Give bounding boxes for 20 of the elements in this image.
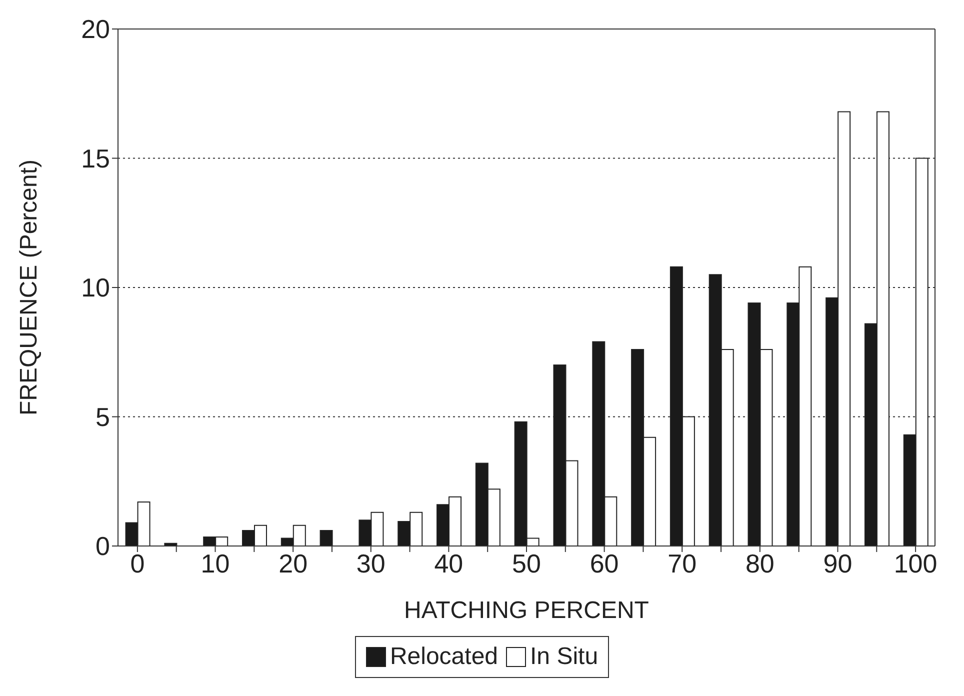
x-tick-label: 100: [894, 548, 938, 578]
y-tick-label: 20: [81, 14, 110, 44]
y-tick-label: 15: [81, 143, 110, 174]
bar: [320, 530, 333, 546]
x-tick-label: 80: [745, 548, 774, 578]
x-axis-title: HATCHING PERCENT: [404, 597, 650, 624]
x-tick-label: 0: [130, 548, 145, 578]
y-tick-label: 5: [96, 402, 110, 432]
x-tick-label: 10: [200, 548, 230, 578]
y-axis-title: FREQUENCE (Percent): [16, 159, 43, 416]
x-tick-label: 70: [668, 548, 697, 578]
legend-label: In Situ: [529, 643, 598, 671]
legend-label: Relocated: [388, 643, 498, 671]
x-tick-label: 30: [356, 548, 386, 578]
x-tick-label: 20: [278, 548, 308, 578]
x-tick-label: 90: [823, 548, 852, 578]
x-tick-label: 50: [512, 548, 541, 578]
x-tick-label: 40: [434, 548, 464, 578]
x-tick-label: 60: [590, 548, 619, 578]
y-tick-label: 10: [81, 272, 110, 303]
